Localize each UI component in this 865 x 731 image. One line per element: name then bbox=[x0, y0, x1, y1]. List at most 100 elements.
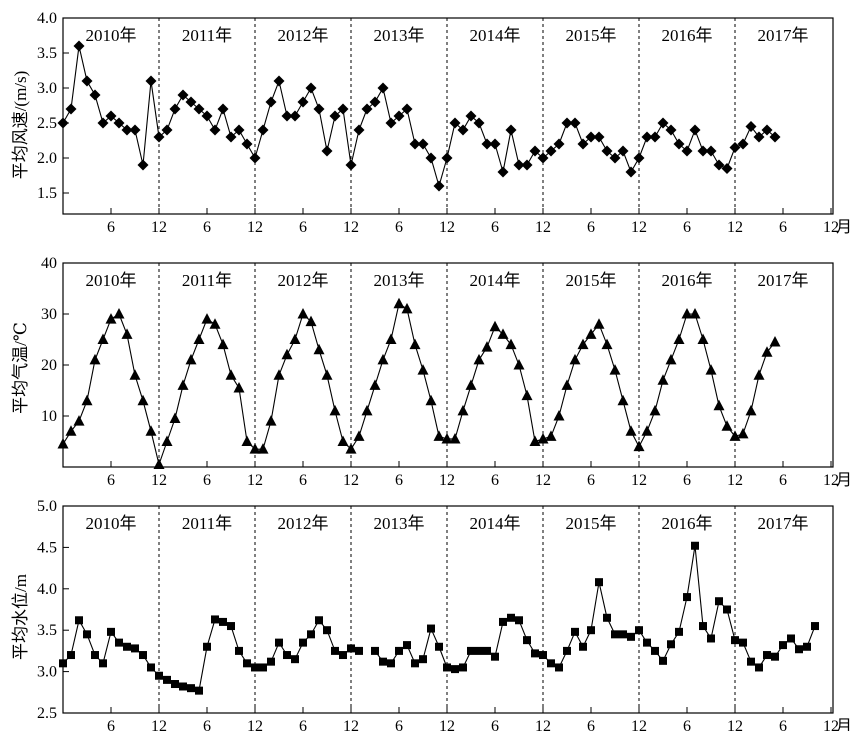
year-label: 2013年 bbox=[374, 26, 425, 45]
data-point bbox=[441, 432, 453, 444]
data-point bbox=[627, 632, 635, 641]
y-axis-title: 平均水位/m bbox=[11, 574, 30, 660]
year-label: 2011年 bbox=[182, 514, 232, 533]
data-point bbox=[353, 430, 365, 441]
data-point bbox=[707, 634, 715, 643]
data-point bbox=[107, 627, 115, 636]
data-point bbox=[523, 636, 531, 645]
data-point bbox=[281, 110, 293, 122]
x-tick-label: 12 bbox=[535, 472, 551, 489]
data-point bbox=[97, 117, 109, 129]
data-point bbox=[619, 630, 627, 639]
data-point bbox=[433, 180, 445, 192]
data-point bbox=[161, 435, 173, 446]
data-point bbox=[123, 642, 131, 651]
y-tick-label: 4.0 bbox=[37, 581, 57, 598]
data-point bbox=[233, 124, 245, 136]
x-tick-label: 12 bbox=[727, 219, 743, 236]
x-tick-label: 6 bbox=[779, 219, 787, 236]
x-tick-label: 12 bbox=[823, 718, 839, 731]
data-point bbox=[737, 138, 749, 150]
data-point bbox=[217, 103, 229, 115]
data-point bbox=[305, 82, 317, 94]
data-point bbox=[451, 665, 459, 674]
data-point bbox=[411, 659, 419, 668]
data-point bbox=[705, 145, 717, 157]
data-point bbox=[769, 131, 781, 143]
y-tick-label: 4.0 bbox=[37, 10, 57, 27]
data-point bbox=[409, 338, 421, 350]
x-tick-label: 6 bbox=[683, 219, 691, 236]
y-tick-label: 20 bbox=[41, 357, 57, 374]
data-point bbox=[473, 117, 485, 129]
data-point bbox=[561, 117, 573, 129]
data-point bbox=[665, 124, 677, 136]
data-point bbox=[625, 166, 637, 178]
data-point bbox=[121, 328, 133, 339]
data-point bbox=[481, 341, 493, 352]
data-point bbox=[75, 616, 83, 625]
data-point bbox=[347, 644, 355, 653]
x-tick-label: 6 bbox=[395, 219, 403, 236]
data-point bbox=[433, 430, 445, 441]
data-point bbox=[771, 652, 779, 661]
x-tick-label: 6 bbox=[299, 718, 307, 731]
data-point bbox=[201, 313, 213, 324]
data-point bbox=[475, 646, 483, 655]
x-tick-label: 6 bbox=[203, 219, 211, 236]
data-point bbox=[513, 159, 525, 171]
data-point bbox=[371, 646, 379, 655]
data-point bbox=[385, 117, 397, 129]
data-point bbox=[593, 318, 605, 329]
data-point bbox=[147, 663, 155, 672]
data-point bbox=[689, 308, 701, 319]
data-point bbox=[505, 338, 517, 350]
data-point bbox=[787, 634, 795, 643]
y-axis-title: 平均气温/℃ bbox=[11, 322, 30, 414]
x-tick-label: 12 bbox=[151, 718, 167, 731]
data-point bbox=[273, 75, 285, 87]
data-point bbox=[145, 425, 157, 436]
data-point bbox=[137, 159, 149, 171]
data-point bbox=[625, 425, 637, 436]
data-point bbox=[531, 649, 539, 658]
data-point bbox=[233, 381, 245, 393]
x-tick-label: 12 bbox=[439, 219, 455, 236]
data-point bbox=[441, 152, 453, 164]
data-point bbox=[265, 96, 277, 108]
data-point bbox=[369, 379, 381, 390]
x-tick-label: 6 bbox=[587, 718, 595, 731]
data-point bbox=[67, 651, 75, 660]
x-tick-label: 12 bbox=[631, 718, 647, 731]
data-point bbox=[443, 663, 451, 672]
data-point bbox=[291, 655, 299, 664]
data-point bbox=[481, 138, 493, 150]
x-tick-label: 12 bbox=[823, 219, 839, 236]
x-tick-label: 12 bbox=[535, 718, 551, 731]
data-point bbox=[387, 659, 395, 668]
data-point bbox=[667, 640, 675, 649]
data-point bbox=[89, 89, 101, 101]
data-point bbox=[425, 394, 437, 406]
data-point bbox=[657, 374, 669, 385]
data-point bbox=[395, 646, 403, 655]
data-point bbox=[457, 404, 469, 416]
data-point bbox=[97, 333, 109, 344]
data-point bbox=[289, 110, 301, 122]
x-tick-label: 6 bbox=[395, 472, 403, 489]
data-point bbox=[401, 302, 413, 314]
year-label: 2017年 bbox=[758, 514, 809, 533]
data-point bbox=[457, 124, 469, 136]
y-tick-label: 2.5 bbox=[37, 115, 57, 132]
data-point bbox=[203, 642, 211, 651]
data-point bbox=[275, 638, 283, 647]
data-point bbox=[65, 103, 77, 115]
data-point bbox=[249, 443, 261, 454]
data-point bbox=[497, 166, 509, 178]
data-point bbox=[489, 320, 501, 332]
x-tick-label: 12 bbox=[823, 472, 839, 489]
data-point bbox=[747, 657, 755, 666]
data-point bbox=[353, 124, 365, 136]
y-tick-label: 40 bbox=[41, 255, 57, 272]
data-point bbox=[731, 636, 739, 645]
